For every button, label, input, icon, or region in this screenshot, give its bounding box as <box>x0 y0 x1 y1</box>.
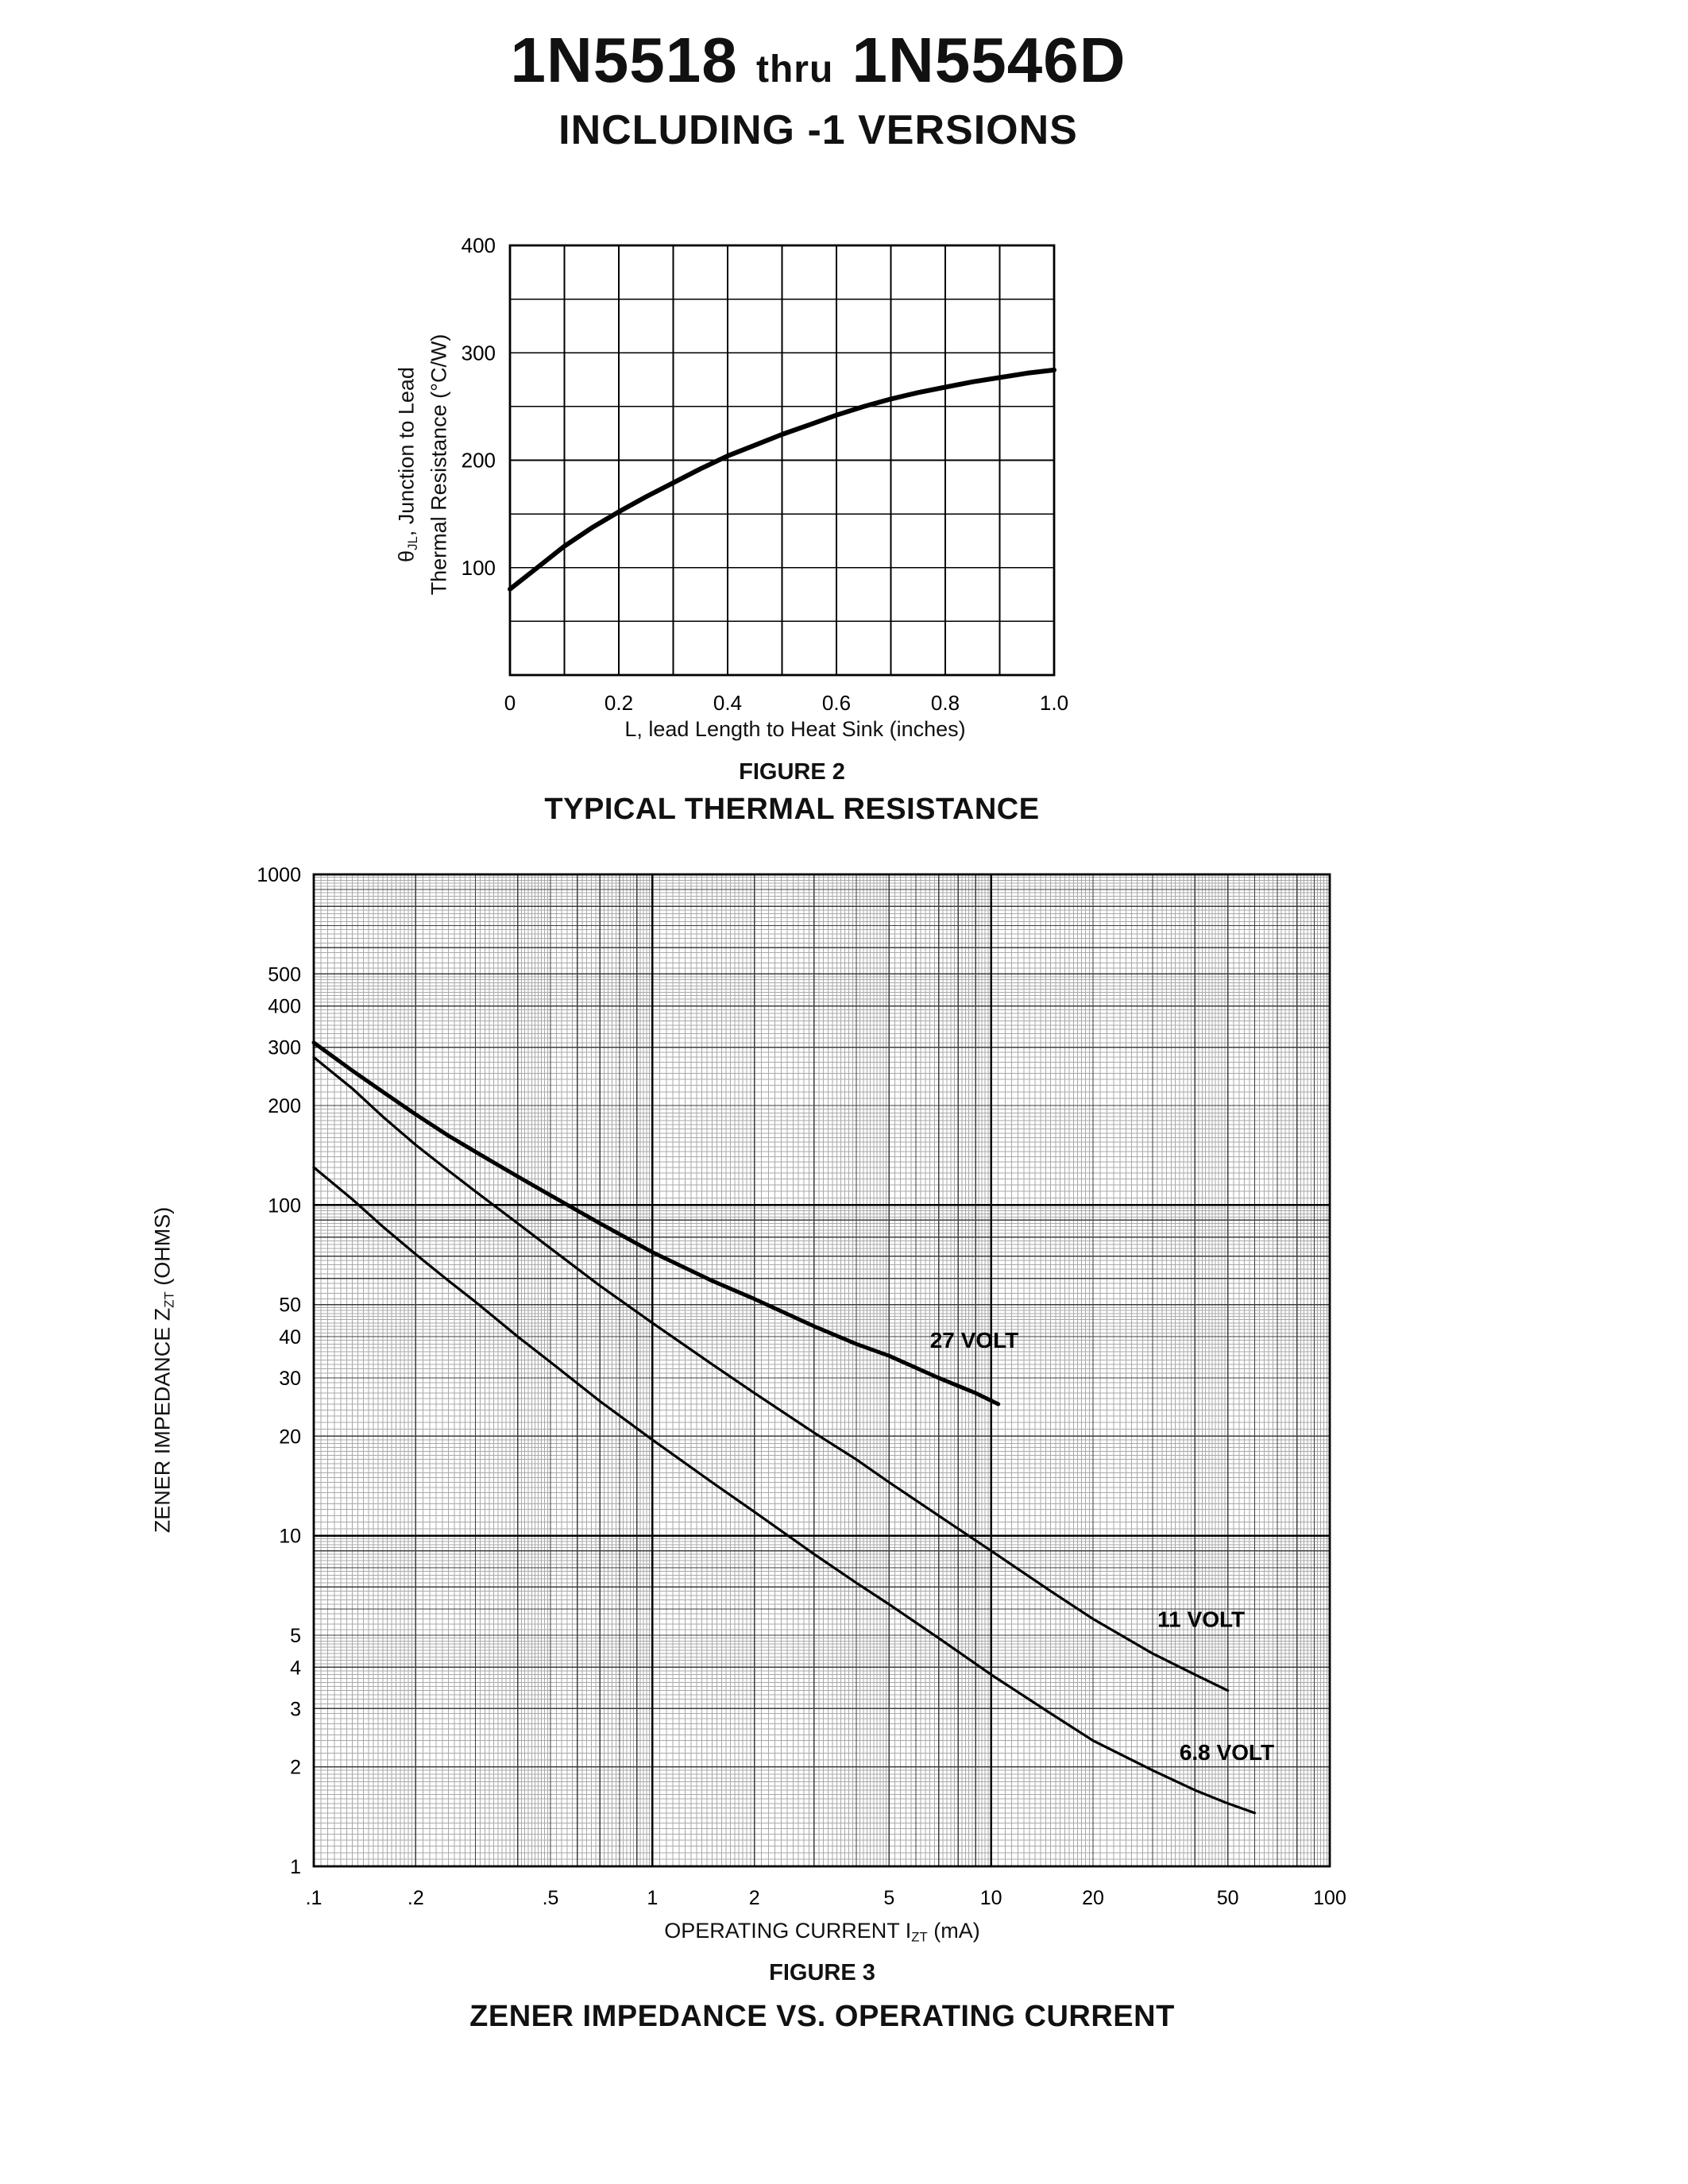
page-header: 1N5518 thru 1N5546D INCLUDING -1 VERSION… <box>0 27 1636 154</box>
tick-label-y: 40 <box>279 1326 301 1349</box>
tick-label-y: 10 <box>279 1526 301 1548</box>
tick-label-x: .5 <box>543 1887 559 1909</box>
tick-label-x: 100 <box>1313 1887 1346 1909</box>
plot-border <box>508 244 1056 677</box>
tick-label-x: 0.4 <box>713 691 742 715</box>
figure3-title: ZENER IMPEDANCE VS. OPERATING CURRENT <box>469 2000 1175 2033</box>
tick-label-y: 200 <box>268 1095 301 1117</box>
figure2-x-axis-label: L, lead Length to Heat Sink (inches) <box>624 717 966 741</box>
figure3-caption: FIGURE 3 <box>769 1960 875 1985</box>
tick-label-y: 4 <box>290 1657 301 1679</box>
tick-label-y: 2 <box>290 1757 301 1779</box>
tick-label-y: 3 <box>290 1698 301 1720</box>
figure3-x-axis-label: OPERATING CURRENT IZT (mA) <box>664 1919 980 1945</box>
tick-label-y: 400 <box>462 233 496 257</box>
title-part-number-end: 1N5546D <box>852 25 1126 95</box>
curve-thermal-resistance <box>508 367 1056 592</box>
tick-label-x: 0.6 <box>822 691 851 715</box>
tick-label-y: 5 <box>290 1625 301 1647</box>
tick-label-y: 1 <box>290 1856 301 1878</box>
tick-label-x: 20 <box>1082 1887 1104 1909</box>
page-title: 1N5518 thru 1N5546D <box>0 27 1636 94</box>
tick-label-y: 20 <box>279 1426 301 1448</box>
figure2-plot: 100 200 300 400 0 0.2 0.4 0.6 0.8 1.0 <box>462 233 1068 715</box>
tick-label-y: 1000 <box>257 864 301 886</box>
tick-label-x: 0.2 <box>605 691 633 715</box>
tick-label-x: 5 <box>883 1887 894 1909</box>
figure2-caption: FIGURE 2 <box>739 759 845 785</box>
figure3-plot: 27 VOLT 11 VOLT 6.8 VOLT 1 2 3 4 5 10 20 30 40 50 100… <box>257 864 1346 1909</box>
figure2-title: TYPICAL THERMAL RESISTANCE <box>544 793 1040 826</box>
tick-label-y: 400 <box>268 996 301 1018</box>
tick-label-y: 300 <box>268 1037 301 1059</box>
plot-border <box>312 873 1331 1868</box>
tick-label-x: 1 <box>647 1887 658 1909</box>
tick-label-y: 100 <box>268 1194 301 1217</box>
tick-label-x: 0.8 <box>931 691 960 715</box>
page-subtitle: INCLUDING -1 VERSIONS <box>558 107 1078 153</box>
tick-label-x: .2 <box>408 1887 424 1909</box>
tick-label-x: 0 <box>504 691 516 715</box>
tick-label-x: .1 <box>306 1887 323 1909</box>
curve-label-27-volt: 27 VOLT <box>930 1328 1019 1352</box>
tick-label-y: 300 <box>462 341 496 365</box>
title-part-number-start: 1N5518 <box>510 25 738 95</box>
tick-label-x: 1.0 <box>1040 691 1068 715</box>
tick-label-y: 200 <box>462 449 496 473</box>
curve-6.8-volt <box>312 1166 1256 1815</box>
tick-label-y: 30 <box>279 1368 301 1390</box>
title-thru: thru <box>755 48 834 91</box>
figure3-y-axis-label: ZENER IMPEDANCE ZZT (OHMS) <box>150 1206 177 1534</box>
tick-label-x: 2 <box>749 1887 760 1909</box>
curve-27-volt <box>311 1040 1001 1406</box>
tick-label-x: 10 <box>980 1887 1002 1909</box>
curve-label-11-volt: 11 VOLT <box>1157 1607 1245 1631</box>
tick-label-x: 50 <box>1217 1887 1239 1909</box>
curve-label-6.8-volt: 6.8 VOLT <box>1180 1740 1274 1765</box>
tick-label-y: 100 <box>462 556 496 580</box>
curve-11-volt <box>312 1055 1230 1692</box>
tick-label-y: 500 <box>268 963 301 986</box>
tick-label-y: 50 <box>279 1295 301 1317</box>
